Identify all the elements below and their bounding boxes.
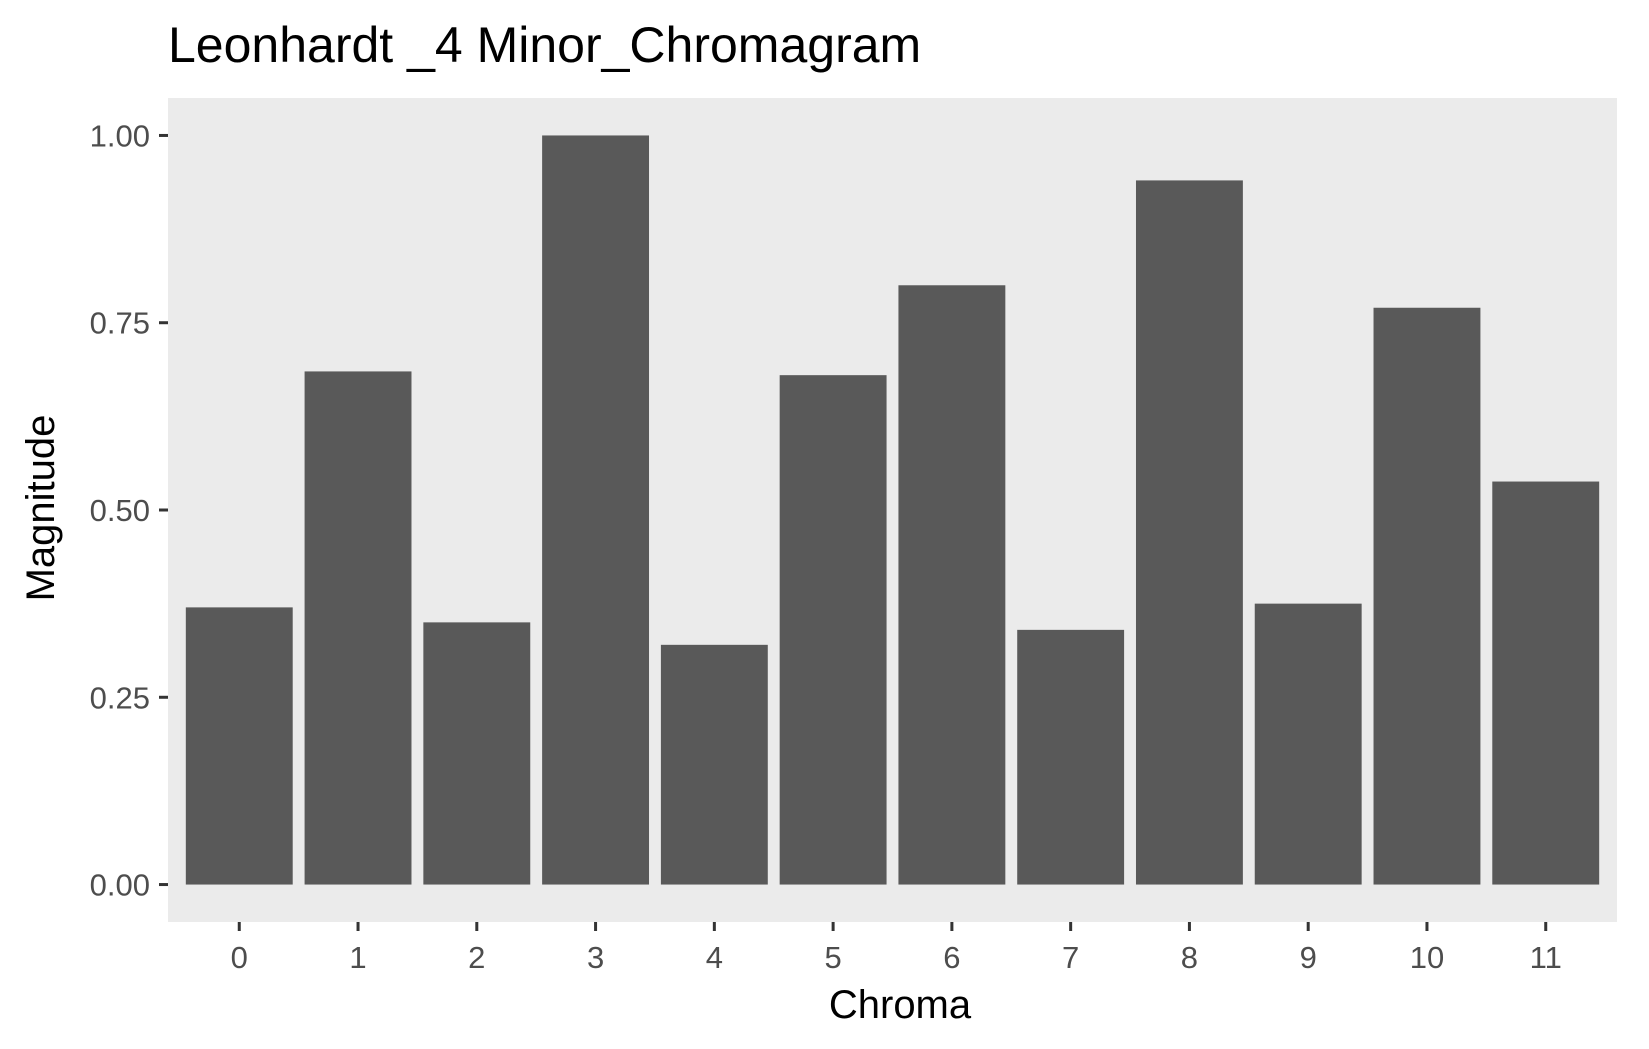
bar-chroma-7 [1017,629,1125,885]
y-axis: 0.00 0.25 0.50 0.75 1.00 [90,118,168,903]
y-tick-label: 1.00 [90,118,150,153]
y-tick-label: 0.00 [90,868,150,903]
x-axis: 0 1 2 3 4 5 6 7 8 9 10 11 [231,922,1562,975]
x-tick-label: 6 [943,940,960,975]
x-tick-label: 10 [1410,940,1444,975]
y-tick-label: 0.75 [90,306,150,341]
bar-chroma-1 [304,371,412,885]
bars-group [185,135,1600,885]
bar-chroma-2 [423,622,531,885]
y-tick-label: 0.25 [90,680,150,715]
x-tick-label: 9 [1300,940,1317,975]
x-tick-label: 3 [587,940,604,975]
bar-chroma-6 [898,285,1006,885]
x-tick-label: 5 [824,940,841,975]
x-tick-label: 7 [1062,940,1079,975]
bar-chroma-0 [185,607,293,885]
chart-title: Leonhardt _4 Minor_Chromagram [168,17,921,73]
x-tick-label: 1 [349,940,366,975]
x-axis-title: Chroma [829,983,972,1027]
x-tick-label: 11 [1530,940,1562,975]
bar-chroma-11 [1492,481,1600,885]
x-tick-label: 4 [706,940,723,975]
x-tick-label: 0 [231,940,248,975]
x-tick-label: 8 [1181,940,1198,975]
bar-chroma-9 [1254,603,1362,885]
bar-chroma-5 [779,375,887,885]
bar-chroma-4 [660,644,768,885]
bar-chroma-10 [1373,307,1481,885]
y-tick-label: 0.50 [90,493,150,528]
bar-chroma-8 [1135,180,1243,885]
bar-chroma-3 [542,135,650,885]
x-tick-label: 2 [468,940,485,975]
y-axis-title: Magnitude [19,415,63,602]
